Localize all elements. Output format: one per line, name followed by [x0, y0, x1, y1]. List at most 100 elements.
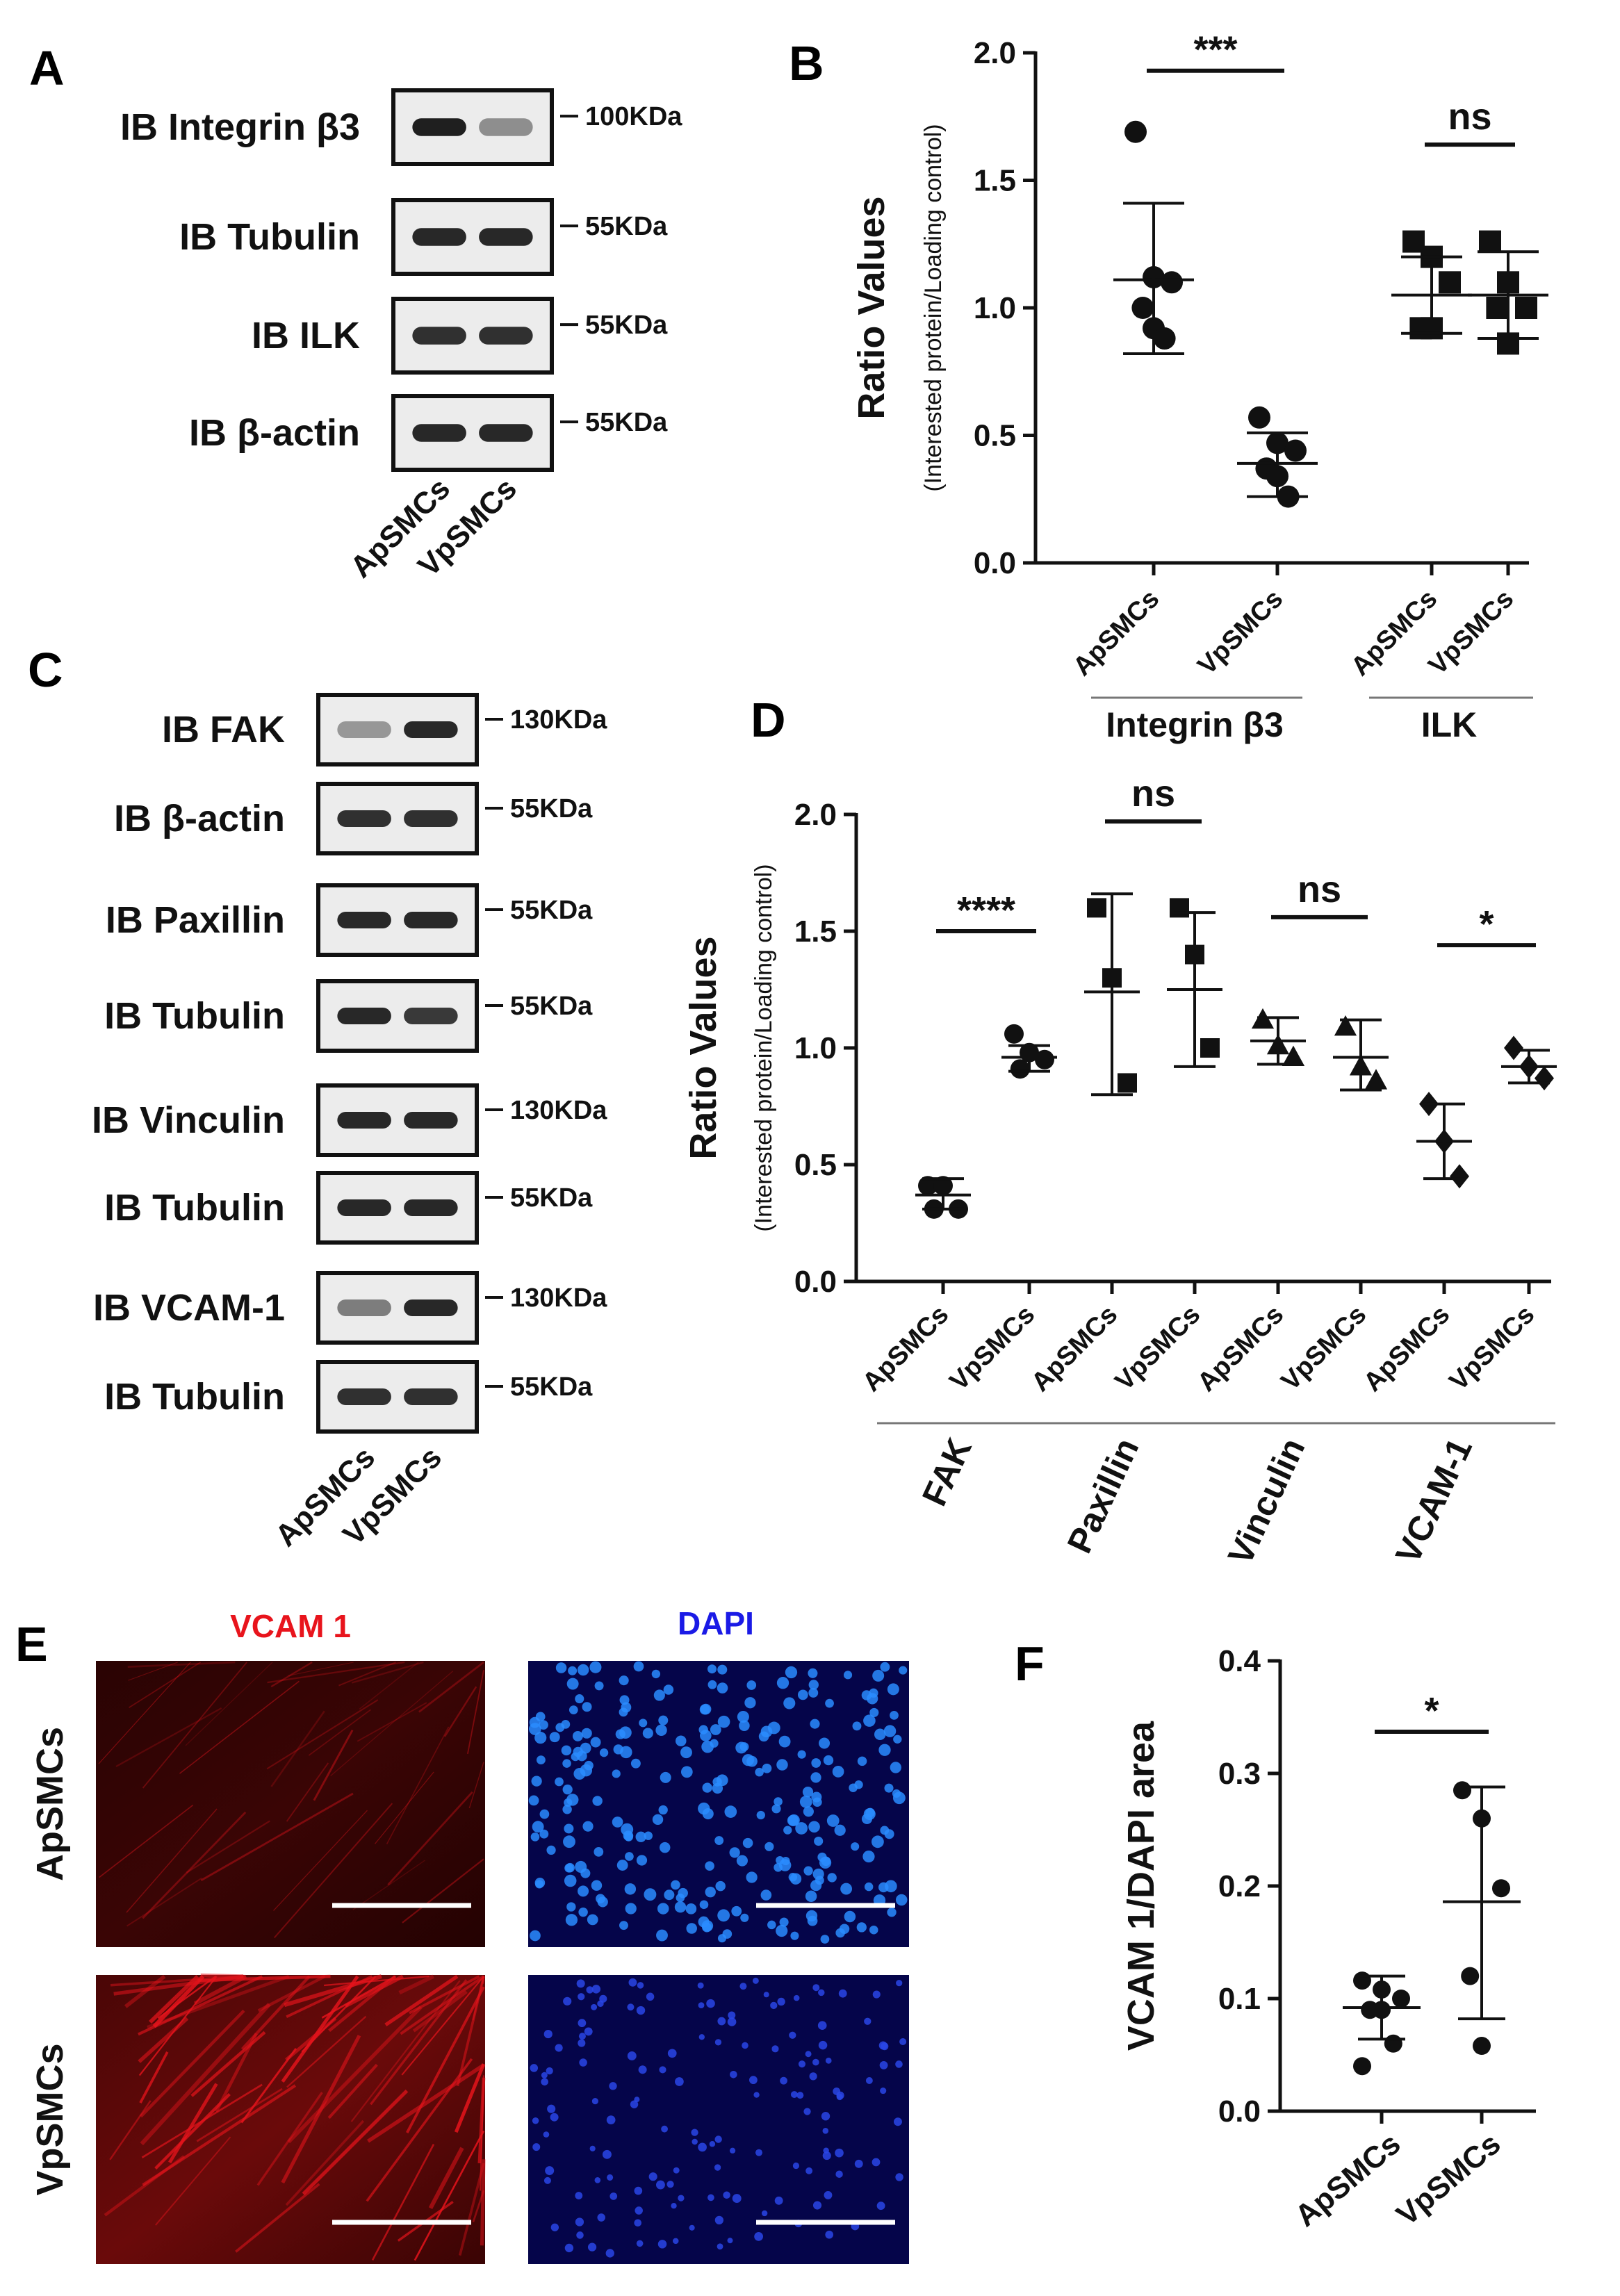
- nucleus: [578, 1907, 588, 1917]
- nucleus: [646, 1992, 655, 2001]
- vcam-fiber: [287, 2006, 423, 2144]
- y-tick-label: 0.4: [1218, 1644, 1261, 1678]
- panel-label-a: A: [29, 41, 65, 95]
- nucleus: [621, 1702, 632, 1713]
- nucleus: [702, 1808, 714, 1820]
- nucleus: [797, 1750, 806, 1759]
- y-axis-sublabel: (Interested protein/Loading control): [920, 124, 947, 491]
- nucleus: [651, 1669, 661, 1679]
- nucleus: [546, 1845, 556, 1855]
- nucleus: [575, 2217, 584, 2227]
- vcam-fiber: [267, 1661, 405, 1684]
- vcam-fiber: [273, 1803, 393, 1939]
- blot-label: IB FAK: [162, 709, 285, 751]
- nucleus: [724, 1805, 737, 1818]
- vcam-fiber: [256, 2092, 323, 2186]
- y-tick-label: 0.2: [1218, 1869, 1261, 1903]
- vcam-fiber: [196, 2088, 283, 2142]
- data-point: [1087, 898, 1106, 918]
- nucleus: [702, 1782, 712, 1793]
- nucleus: [686, 1923, 697, 1934]
- nucleus: [776, 1677, 789, 1689]
- marker-label: 55KDa: [510, 992, 593, 1021]
- y-tick-label: 0.0: [794, 1265, 837, 1299]
- nucleus: [667, 2049, 677, 2058]
- nucleus: [672, 2238, 679, 2245]
- vcam-fiber: [345, 1974, 404, 2008]
- vcam-fiber: [359, 1662, 419, 1710]
- nucleus: [566, 1678, 579, 1690]
- nucleus: [742, 1837, 753, 1848]
- nucleus: [561, 1745, 572, 1756]
- nucleus: [821, 2112, 831, 2121]
- significance-label: *: [1424, 1690, 1439, 1732]
- vcam-fiber: [402, 1858, 484, 1924]
- nucleus: [763, 1992, 769, 1998]
- nucleus: [803, 1806, 814, 1817]
- nucleus: [657, 2240, 667, 2249]
- nucleus: [634, 2097, 640, 2103]
- blot-band: [337, 1199, 391, 1216]
- nucleus: [678, 2195, 685, 2201]
- blot-label: IB Tubulin: [179, 216, 360, 258]
- nucleus: [739, 1720, 750, 1732]
- x-category-label: ApSMCs: [1192, 1300, 1289, 1397]
- vcam-fiber: [186, 1820, 270, 1873]
- vcam-fiber: [138, 1976, 218, 2076]
- nucleus: [755, 2149, 762, 2156]
- nucleus: [566, 1902, 576, 1912]
- vcam-fiber: [387, 1791, 473, 1886]
- x-category-label: ApSMCs: [1288, 2126, 1407, 2233]
- nucleus: [594, 1681, 604, 1691]
- nucleus: [815, 1876, 824, 1885]
- nucleus: [576, 2231, 584, 2239]
- vcam-fiber: [266, 1699, 379, 1770]
- nucleus: [729, 2147, 736, 2154]
- nucleus: [597, 2213, 605, 2222]
- vcam-fiber: [128, 1662, 178, 1681]
- vcam-fiber: [139, 2009, 245, 2118]
- x-category-label: VpSMCs: [1193, 584, 1289, 681]
- nucleus: [785, 1666, 798, 1679]
- nucleus: [663, 1684, 674, 1695]
- nucleus: [890, 1762, 901, 1773]
- nucleus: [528, 1795, 539, 1806]
- y-tick-label: 0.1: [1218, 1982, 1261, 2016]
- marker-label: 130KDa: [510, 705, 607, 735]
- nucleus: [865, 2077, 873, 2084]
- nucleus: [602, 2149, 612, 2159]
- vcam-fiber: [468, 1762, 484, 1809]
- nucleus: [880, 1826, 890, 1835]
- data-point: [1200, 1038, 1220, 1058]
- vcam-fiber: [273, 1810, 368, 1911]
- nucleus: [826, 1814, 840, 1827]
- vcam-fiber: [338, 1662, 396, 1687]
- data-point: [1010, 1059, 1030, 1079]
- vcam-fiber: [157, 1975, 217, 2019]
- nucleus: [657, 1903, 669, 1914]
- blot-band: [337, 1112, 391, 1129]
- nucleus: [636, 1855, 648, 1866]
- nucleus: [885, 1880, 897, 1893]
- nucleus: [777, 1997, 785, 2006]
- nucleus: [876, 2201, 885, 2211]
- nucleus: [787, 1814, 799, 1826]
- nucleus: [796, 2092, 804, 2099]
- nucleus: [851, 1842, 860, 1851]
- nucleus: [664, 1889, 675, 1901]
- nucleus: [539, 1809, 550, 1819]
- nucleus: [771, 2045, 779, 2053]
- nucleus: [549, 1732, 560, 1743]
- nucleus: [582, 1821, 594, 1832]
- nucleus: [691, 2129, 698, 2136]
- x-category-label: VpSMCs: [1444, 1300, 1541, 1397]
- nucleus: [707, 2194, 714, 2201]
- nucleus: [564, 2243, 574, 2253]
- data-point: [1392, 1990, 1410, 2008]
- vcam-fiber: [270, 1710, 325, 1787]
- data-point: [1439, 271, 1461, 294]
- nucleus: [854, 2159, 863, 2168]
- nucleus: [534, 1732, 547, 1744]
- nucleus: [717, 1664, 728, 1675]
- y-axis-sublabel: (Interested protein/Loading control): [751, 864, 777, 1231]
